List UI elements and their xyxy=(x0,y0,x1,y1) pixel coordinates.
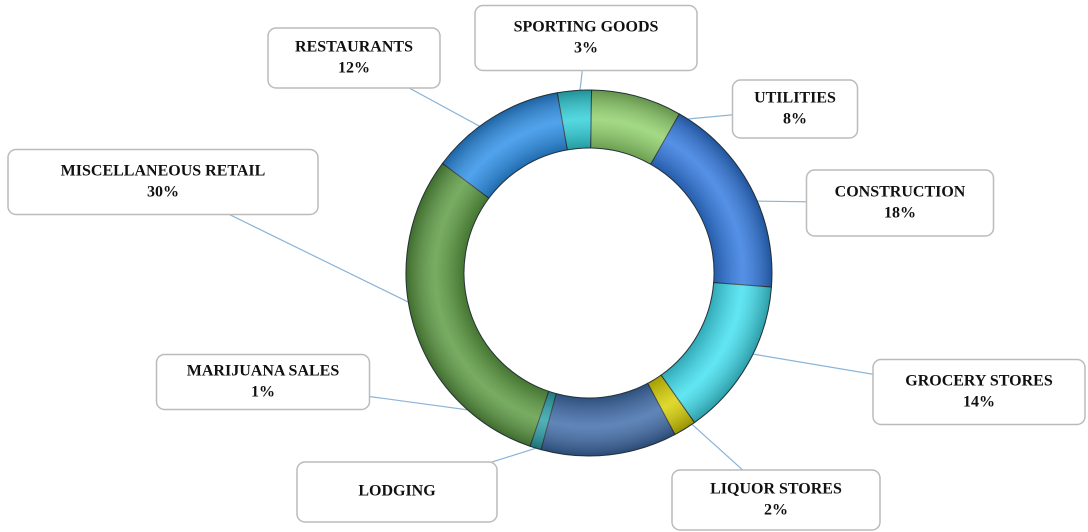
label-box xyxy=(474,4,698,72)
value-label: 3% xyxy=(574,40,598,57)
value-label: 2% xyxy=(764,502,788,519)
category-label: LIQUOR STORES xyxy=(710,481,842,498)
value-label: 14% xyxy=(963,394,995,411)
value-label: 8% xyxy=(783,111,807,128)
value-label: 1% xyxy=(251,384,275,401)
value-label: 12% xyxy=(338,60,370,77)
category-label: CONSTRUCTION xyxy=(835,184,966,201)
label-box xyxy=(296,461,498,523)
slice xyxy=(650,113,773,288)
labels: SPORTING GOODS 3% UTILITIES 8% CONSTRUCTION 1… xyxy=(7,4,1086,531)
category-label: LODGING xyxy=(358,483,436,500)
label-box xyxy=(805,169,995,237)
label-box xyxy=(7,148,319,216)
label-box xyxy=(155,353,371,411)
category-label: SPORTING GOODS xyxy=(514,19,659,36)
category-label: MARIJUANA SALES xyxy=(187,363,340,380)
value-label: 18% xyxy=(884,205,916,222)
label-box xyxy=(671,469,881,531)
label-box xyxy=(267,27,441,89)
category-label: UTILITIES xyxy=(754,90,836,107)
category-label: RESTAURANTS xyxy=(295,39,413,56)
value-label: 30% xyxy=(147,184,179,201)
donut xyxy=(405,89,773,457)
label-box xyxy=(872,358,1086,426)
category-label: GROCERY STORES xyxy=(905,373,1053,390)
category-label: MISCELLANEOUS RETAIL xyxy=(61,163,266,180)
label-box xyxy=(731,79,859,139)
